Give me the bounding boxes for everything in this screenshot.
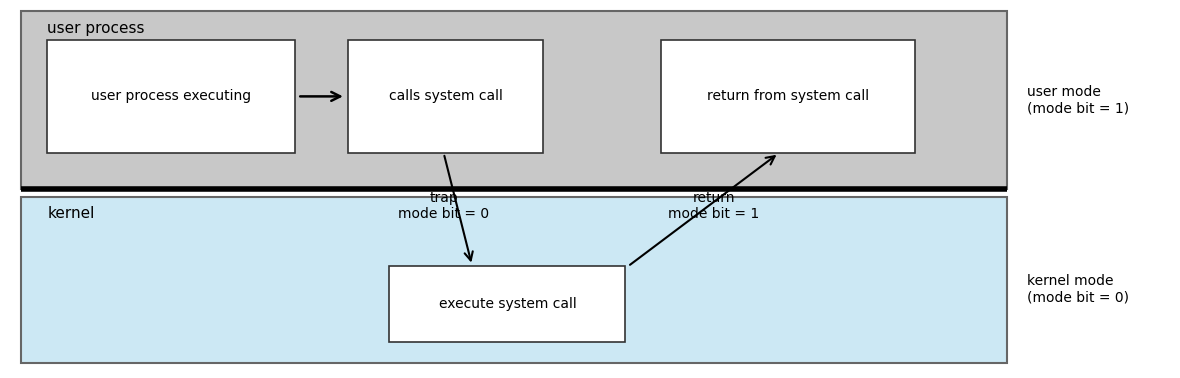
- FancyBboxPatch shape: [661, 40, 914, 153]
- FancyBboxPatch shape: [21, 197, 1007, 363]
- Text: user process executing: user process executing: [91, 89, 251, 104]
- Text: user process: user process: [47, 21, 145, 36]
- Text: return from system call: return from system call: [707, 89, 868, 104]
- Text: return
mode bit = 1: return mode bit = 1: [668, 191, 760, 221]
- FancyBboxPatch shape: [47, 40, 295, 153]
- Text: user mode
(mode bit = 1): user mode (mode bit = 1): [1027, 85, 1129, 115]
- FancyBboxPatch shape: [389, 266, 625, 342]
- Text: calls system call: calls system call: [388, 89, 503, 104]
- Text: trap
mode bit = 0: trap mode bit = 0: [398, 191, 490, 221]
- Text: kernel: kernel: [47, 206, 94, 221]
- FancyBboxPatch shape: [348, 40, 543, 153]
- FancyBboxPatch shape: [21, 11, 1007, 189]
- Text: execute system call: execute system call: [439, 297, 576, 311]
- Text: kernel mode
(mode bit = 0): kernel mode (mode bit = 0): [1027, 274, 1128, 304]
